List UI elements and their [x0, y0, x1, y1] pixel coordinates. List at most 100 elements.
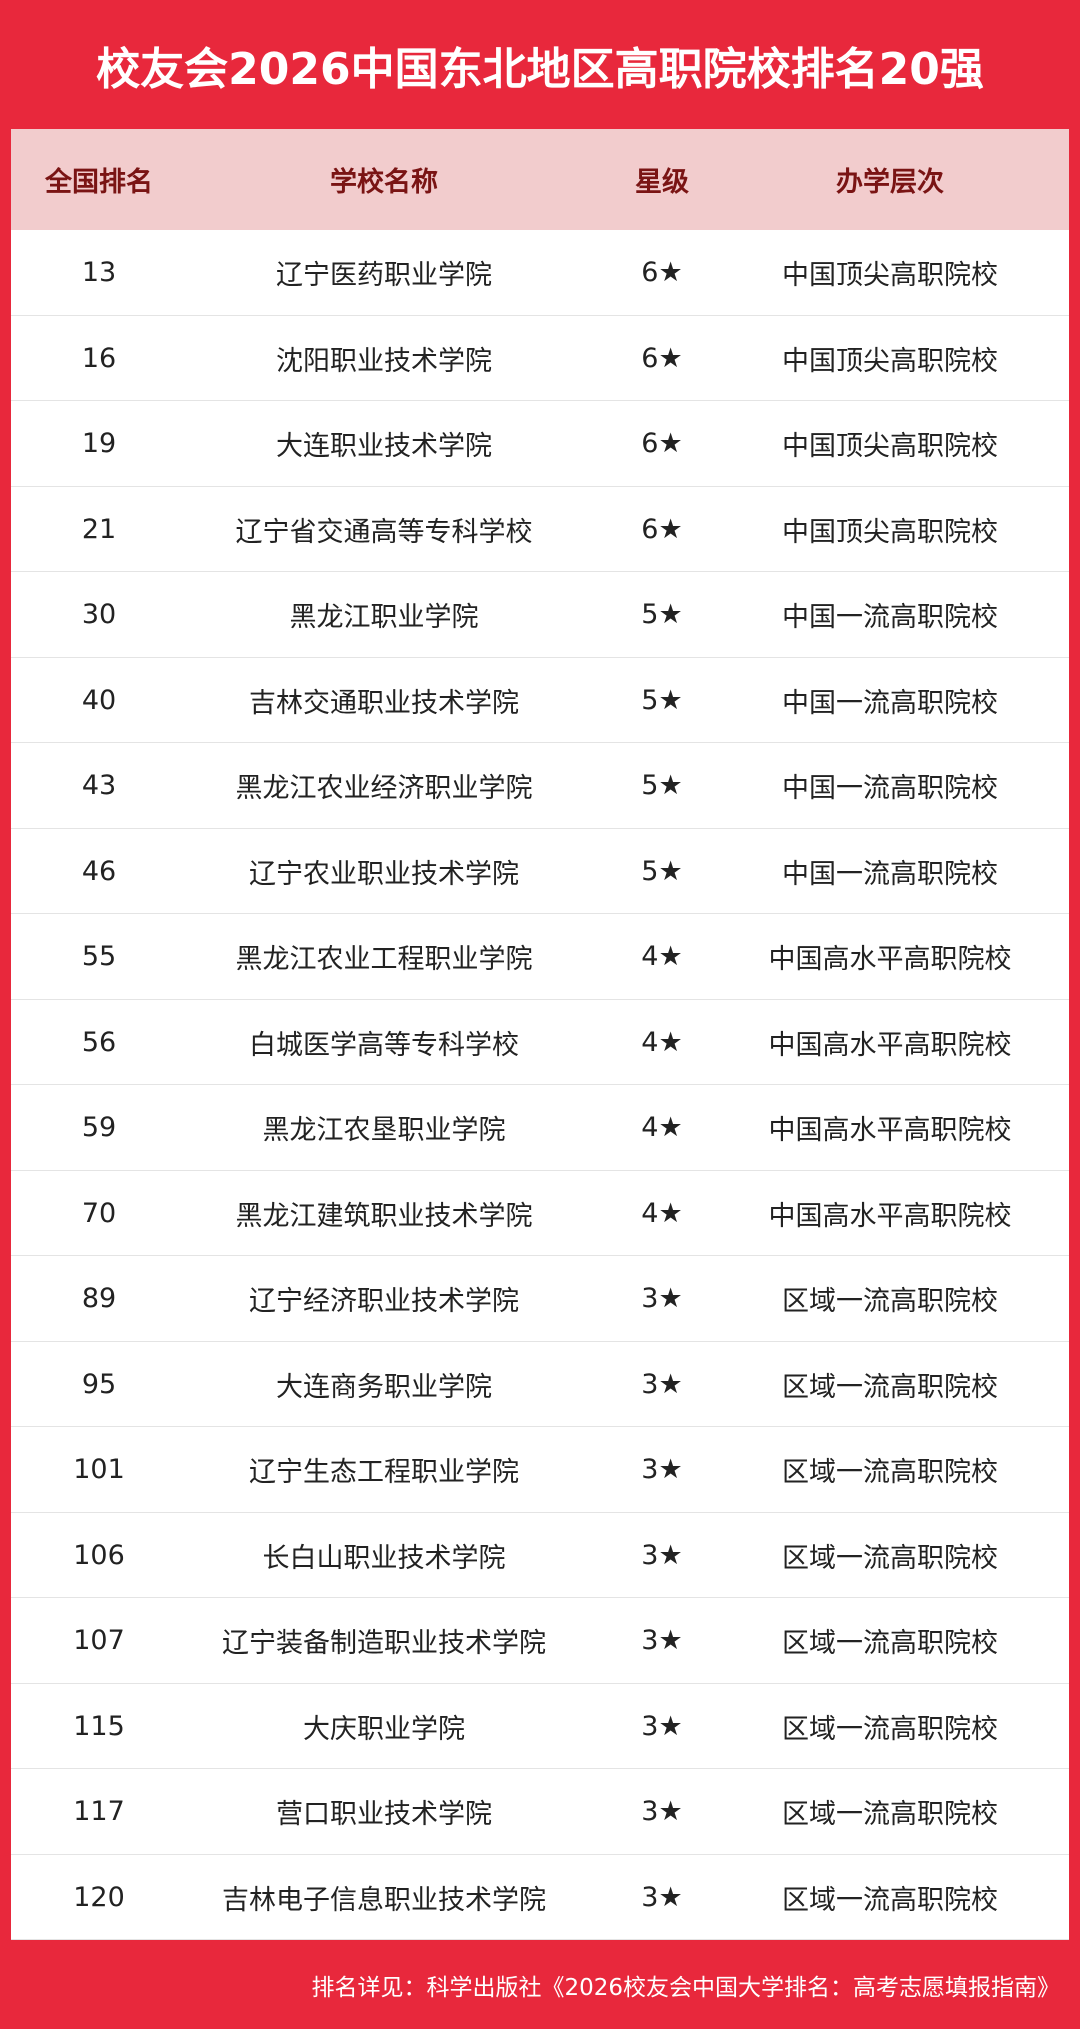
- table-cell: 中国高水平高职院校: [768, 1200, 1012, 1232]
- table-cell: 3★: [641, 1796, 683, 1828]
- table-cell: 4★: [641, 941, 683, 973]
- table-cell: 40: [81, 684, 117, 716]
- table-cell: 白城医学高等专科学校: [249, 1029, 519, 1061]
- table-cell: 辽宁经济职业技术学院: [249, 1286, 519, 1318]
- table-cell: 89: [81, 1283, 117, 1315]
- table-cell: 中国高水平高职院校: [768, 1029, 1012, 1061]
- table-cell: 6★: [641, 513, 683, 545]
- table-row: 89 辽宁经济职业技术学院 3★ 区域一流高职院校: [11, 1256, 1069, 1342]
- table-cell: 59: [81, 1112, 117, 1144]
- table-row: 16 沈阳职业技术学院 6★ 中国顶尖高职院校: [11, 316, 1069, 402]
- table-cell: 4★: [641, 1112, 683, 1144]
- table-cell: 70: [81, 1197, 117, 1229]
- table-cell: 3★: [641, 1283, 683, 1315]
- table-row: 40 吉林交通职业技术学院 5★ 中国一流高职院校: [11, 658, 1069, 744]
- table-cell: 中国高水平高职院校: [768, 944, 1012, 976]
- table-cell: 101: [73, 1454, 125, 1486]
- ranking-table: 全国排名 学校名称 星级 办学层次 13 辽宁医药职业学院 6★ 中国顶尖高职院校 16 沈阳职…: [11, 129, 1069, 1940]
- table-row: 101 辽宁生态工程职业学院 3★ 区域一流高职院校: [11, 1427, 1069, 1513]
- table-cell: 辽宁省交通高等专科学校: [235, 516, 533, 548]
- table-row: 59 黑龙江农垦职业学院 4★ 中国高水平高职院校: [11, 1085, 1069, 1171]
- table-row: 46 辽宁农业职业技术学院 5★ 中国一流高职院校: [11, 829, 1069, 915]
- table-header: 全国排名 学校名称 星级 办学层次: [11, 129, 1069, 230]
- table-row: 107 辽宁装备制造职业技术学院 3★ 区域一流高职院校: [11, 1598, 1069, 1684]
- table-cell: 6★: [641, 257, 683, 289]
- table-cell: 沈阳职业技术学院: [276, 345, 492, 377]
- column-header: 星级: [635, 167, 689, 198]
- table-cell: 3★: [641, 1539, 683, 1571]
- table-cell: 中国顶尖高职院校: [782, 516, 998, 548]
- footer-note: 排名详见：科学出版社《2026校友会中国大学排名：高考志愿填报指南》: [311, 1974, 1060, 2001]
- table-row: 21 辽宁省交通高等专科学校 6★ 中国顶尖高职院校: [11, 487, 1069, 573]
- table-cell: 中国一流高职院校: [782, 687, 998, 719]
- table-cell: 中国高水平高职院校: [768, 1115, 1012, 1147]
- table-cell: 115: [73, 1710, 125, 1742]
- table-cell: 13: [81, 257, 117, 289]
- table-cell: 区域一流高职院校: [782, 1713, 998, 1745]
- table-cell: 区域一流高职院校: [782, 1628, 998, 1660]
- table-cell: 4★: [641, 1026, 683, 1058]
- table-cell: 5★: [641, 770, 683, 802]
- table-cell: 区域一流高职院校: [782, 1457, 998, 1489]
- table-row: 43 黑龙江农业经济职业学院 5★ 中国一流高职院校: [11, 743, 1069, 829]
- table-cell: 95: [81, 1368, 117, 1400]
- table-cell: 3★: [641, 1625, 683, 1657]
- table-cell: 43: [81, 770, 117, 802]
- table-row: 115 大庆职业学院 3★ 区域一流高职院校: [11, 1684, 1069, 1770]
- table-cell: 107: [73, 1625, 125, 1657]
- table-cell: 120: [73, 1881, 125, 1913]
- table-cell: 56: [81, 1026, 117, 1058]
- table-cell: 46: [81, 855, 117, 887]
- table-cell: 4★: [641, 1197, 683, 1229]
- table-cell: 3★: [641, 1368, 683, 1400]
- table-cell: 19: [81, 428, 117, 460]
- table-cell: 中国顶尖高职院校: [782, 431, 998, 463]
- table-cell: 黑龙江农垦职业学院: [262, 1115, 506, 1147]
- table-cell: 55: [81, 941, 117, 973]
- table-cell: 3★: [641, 1454, 683, 1486]
- table-row: 55 黑龙江农业工程职业学院 4★ 中国高水平高职院校: [11, 914, 1069, 1000]
- table-cell: 117: [73, 1796, 125, 1828]
- table-cell: 辽宁农业职业技术学院: [249, 858, 519, 890]
- table-row: 106 长白山职业技术学院 3★ 区域一流高职院校: [11, 1513, 1069, 1599]
- table-cell: 中国一流高职院校: [782, 773, 998, 805]
- table-cell: 大连职业技术学院: [276, 431, 492, 463]
- table-cell: 106: [73, 1539, 125, 1571]
- table-cell: 3★: [641, 1881, 683, 1913]
- table-cell: 营口职业技术学院: [276, 1799, 492, 1831]
- table-cell: 吉林交通职业技术学院: [249, 687, 519, 719]
- column-header: 全国排名: [45, 167, 153, 198]
- table-cell: 长白山职业技术学院: [262, 1542, 506, 1574]
- table-row: 117 营口职业技术学院 3★ 区域一流高职院校: [11, 1769, 1069, 1855]
- table-cell: 大连商务职业学院: [276, 1371, 492, 1403]
- table-cell: 大庆职业学院: [303, 1713, 465, 1745]
- table-cell: 中国一流高职院校: [782, 858, 998, 890]
- table-cell: 区域一流高职院校: [782, 1371, 998, 1403]
- table-cell: 30: [81, 599, 117, 631]
- column-header: 办学层次: [836, 167, 944, 198]
- page-title: 校友会2026中国东北地区高职院校排名20强: [96, 43, 984, 95]
- table-cell: 21: [81, 513, 117, 545]
- table-cell: 5★: [641, 684, 683, 716]
- table-row: 95 大连商务职业学院 3★ 区域一流高职院校: [11, 1342, 1069, 1428]
- table-cell: 区域一流高职院校: [782, 1884, 998, 1916]
- table-cell: 中国一流高职院校: [782, 602, 998, 634]
- table-cell: 黑龙江农业工程职业学院: [235, 944, 533, 976]
- table-cell: 16: [81, 342, 117, 374]
- table-cell: 中国顶尖高职院校: [782, 260, 998, 292]
- table-cell: 辽宁装备制造职业技术学院: [222, 1628, 546, 1660]
- table-cell: 辽宁生态工程职业学院: [249, 1457, 519, 1489]
- table-cell: 吉林电子信息职业技术学院: [222, 1884, 546, 1916]
- table-cell: 3★: [641, 1710, 683, 1742]
- table-row: 19 大连职业技术学院 6★ 中国顶尖高职院校: [11, 401, 1069, 487]
- table-row: 70 黑龙江建筑职业技术学院 4★ 中国高水平高职院校: [11, 1171, 1069, 1257]
- table-row: 120 吉林电子信息职业技术学院 3★ 区域一流高职院校: [11, 1855, 1069, 1941]
- table-cell: 辽宁医药职业学院: [276, 260, 492, 292]
- table-cell: 区域一流高职院校: [782, 1542, 998, 1574]
- table-row: 13 辽宁医药职业学院 6★ 中国顶尖高职院校: [11, 230, 1069, 316]
- table-cell: 黑龙江农业经济职业学院: [235, 773, 533, 805]
- table-cell: 6★: [641, 428, 683, 460]
- table-cell: 区域一流高职院校: [782, 1799, 998, 1831]
- table-cell: 黑龙江职业学院: [289, 602, 479, 634]
- table-cell: 中国顶尖高职院校: [782, 345, 998, 377]
